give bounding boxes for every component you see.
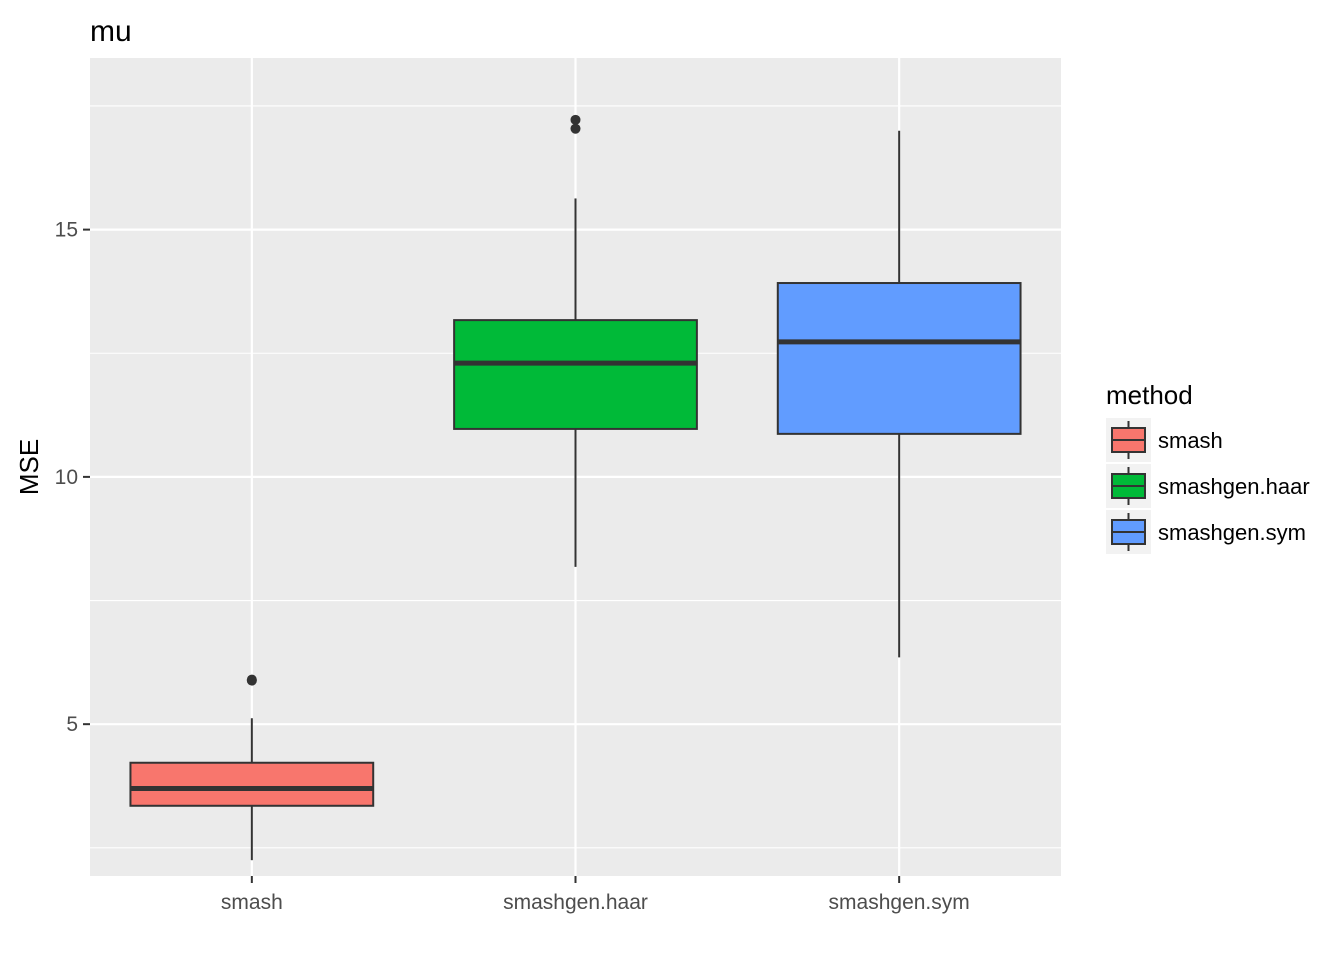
boxplot-smashgen.haar [453, 114, 698, 567]
legend-item-smashgen.sym: smashgen.sym [1106, 510, 1306, 554]
legend-label: smash [1158, 428, 1223, 453]
x-tick-label: smashgen.haar [503, 891, 648, 914]
y-tick-label: 5 [66, 713, 78, 736]
legend: method smash smashgen.haar smashgen.sym [1106, 380, 1310, 554]
boxplot-smash [129, 674, 375, 861]
legend-label: smashgen.haar [1158, 474, 1310, 499]
outlier-point [570, 114, 581, 125]
y-tick-label: 10 [55, 466, 78, 489]
box [129, 761, 375, 807]
box [776, 282, 1022, 435]
boxplots [129, 114, 1022, 861]
y-tick-label: 15 [55, 219, 78, 242]
boxplot-smashgen.sym [776, 130, 1022, 658]
x-tick-label: smash [221, 891, 283, 914]
box [453, 319, 698, 430]
chart-title: mu [90, 15, 132, 48]
x-tick-label: smashgen.sym [829, 891, 970, 914]
outlier-point [246, 674, 257, 685]
legend-title: method [1106, 380, 1193, 410]
legend-item-smashgen.haar: smashgen.haar [1106, 464, 1310, 508]
y-axis-title: MSE [14, 439, 44, 495]
y-axis: 5 10 15 [55, 219, 90, 736]
x-axis: smash smashgen.haar smashgen.sym [221, 876, 970, 914]
legend-label: smashgen.sym [1158, 520, 1306, 545]
outlier-point [570, 123, 581, 134]
legend-item-smash: smash [1106, 418, 1223, 462]
